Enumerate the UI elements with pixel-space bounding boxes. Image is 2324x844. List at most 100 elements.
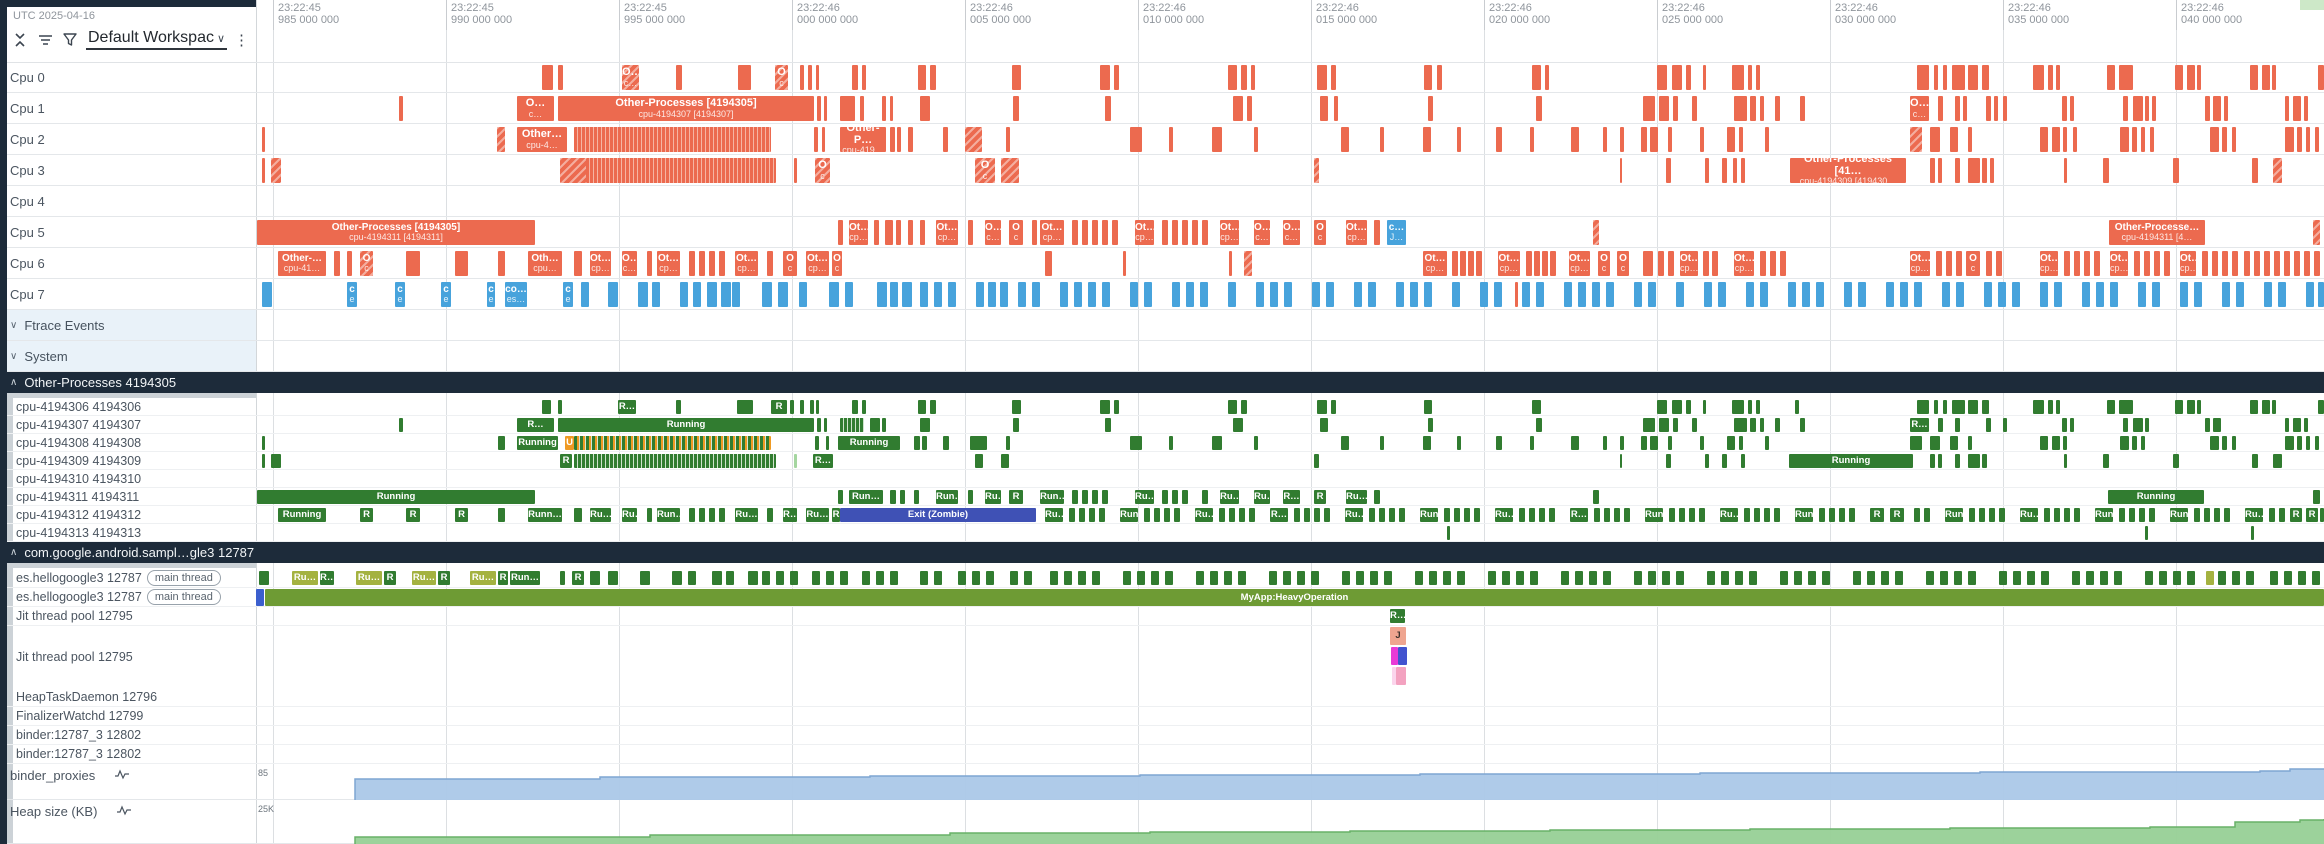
slice[interactable] bbox=[1326, 282, 1334, 307]
slice[interactable] bbox=[676, 65, 682, 90]
slice[interactable] bbox=[2054, 282, 2062, 307]
slice[interactable] bbox=[1620, 454, 1622, 468]
slice[interactable] bbox=[1251, 65, 1255, 90]
slice[interactable] bbox=[1914, 282, 1922, 307]
slice[interactable] bbox=[1795, 400, 1799, 414]
slice[interactable] bbox=[2154, 251, 2160, 276]
slice[interactable] bbox=[2269, 508, 2275, 522]
track-lane-cpu-4194313[interactable] bbox=[256, 524, 2324, 541]
slice[interactable] bbox=[2205, 96, 2210, 121]
slice[interactable] bbox=[608, 571, 618, 585]
slice[interactable] bbox=[1212, 436, 1222, 450]
slice[interactable] bbox=[1241, 400, 1247, 414]
slice[interactable] bbox=[845, 282, 853, 307]
slice[interactable] bbox=[1530, 571, 1538, 585]
slice[interactable] bbox=[2129, 508, 2135, 522]
slice[interactable] bbox=[2197, 65, 2201, 90]
slice[interactable] bbox=[1045, 251, 1052, 276]
slice[interactable] bbox=[262, 454, 265, 468]
slice-run-[interactable]: Run… bbox=[1945, 508, 1963, 522]
slice[interactable] bbox=[1536, 96, 1542, 121]
track-row-cpu-4194306[interactable]: cpu-4194306 4194306 R… R bbox=[0, 398, 2324, 416]
slice[interactable] bbox=[1006, 436, 1010, 450]
slice[interactable] bbox=[2262, 400, 2270, 414]
slice[interactable] bbox=[2314, 251, 2320, 276]
slice[interactable] bbox=[1154, 508, 1160, 522]
slice[interactable] bbox=[1233, 418, 1243, 432]
slice[interactable] bbox=[1968, 65, 1978, 90]
slice[interactable] bbox=[1112, 220, 1118, 245]
slice-ot-[interactable]: Ot…cp… bbox=[657, 251, 680, 276]
slice[interactable] bbox=[1539, 508, 1545, 522]
slice[interactable] bbox=[1844, 282, 1852, 307]
slice[interactable] bbox=[816, 400, 819, 414]
slice[interactable] bbox=[885, 220, 893, 245]
slice[interactable] bbox=[1488, 571, 1496, 585]
slice[interactable] bbox=[2048, 400, 2053, 414]
slice-o-[interactable]: O…c… bbox=[622, 251, 637, 276]
slice[interactable] bbox=[2194, 508, 2200, 522]
slice[interactable] bbox=[1707, 571, 1715, 585]
slice[interactable] bbox=[968, 490, 973, 504]
slice[interactable] bbox=[688, 571, 696, 585]
slice[interactable] bbox=[862, 571, 870, 585]
slice[interactable] bbox=[1604, 508, 1610, 522]
slice[interactable] bbox=[1452, 251, 1458, 276]
slice-r[interactable]: R bbox=[1009, 490, 1023, 504]
slice[interactable] bbox=[1172, 490, 1178, 504]
slice[interactable] bbox=[1721, 571, 1729, 585]
slice-ru-[interactable]: Ru… bbox=[622, 508, 637, 522]
slice[interactable] bbox=[2304, 96, 2308, 121]
slice[interactable] bbox=[334, 251, 340, 276]
slice[interactable] bbox=[815, 436, 819, 450]
track-row-heap-task-daemon[interactable]: HeapTaskDaemon 12796 bbox=[0, 688, 2324, 707]
slice[interactable] bbox=[1270, 282, 1278, 307]
track-row-cpu-4[interactable]: Cpu 4 bbox=[0, 186, 2324, 217]
slice-r[interactable]: R bbox=[384, 571, 396, 585]
slice[interactable] bbox=[1354, 282, 1362, 307]
slice[interactable] bbox=[1001, 454, 1009, 468]
slice-r[interactable]: R bbox=[832, 508, 840, 522]
slice[interactable] bbox=[776, 571, 784, 585]
slice[interactable] bbox=[767, 251, 773, 276]
track-row-cpu-6[interactable]: Cpu 6Other-…cpu-41…OcOth…cpu…Ot…cp…O…c…O… bbox=[0, 248, 2324, 279]
slice[interactable] bbox=[2278, 282, 2286, 307]
slice[interactable] bbox=[1643, 251, 1653, 276]
slice[interactable] bbox=[1955, 158, 1960, 183]
slice[interactable] bbox=[1979, 508, 1985, 522]
slice[interactable] bbox=[574, 127, 771, 152]
slice[interactable] bbox=[822, 127, 825, 152]
slice[interactable] bbox=[1946, 251, 1952, 276]
slice[interactable] bbox=[1672, 400, 1682, 414]
slice[interactable] bbox=[968, 220, 973, 245]
slice[interactable] bbox=[1202, 220, 1208, 245]
slice[interactable] bbox=[1881, 571, 1889, 585]
slice[interactable] bbox=[2250, 400, 2258, 414]
funnel-icon[interactable] bbox=[61, 31, 79, 49]
slice[interactable] bbox=[1317, 400, 1327, 414]
slice[interactable] bbox=[1102, 282, 1110, 307]
slice[interactable] bbox=[1072, 220, 1078, 245]
slice[interactable] bbox=[1900, 282, 1908, 307]
slice[interactable] bbox=[2063, 127, 2067, 152]
slice[interactable] bbox=[542, 65, 553, 90]
slice[interactable] bbox=[1648, 571, 1656, 585]
slice[interactable] bbox=[2272, 65, 2276, 90]
slice[interactable] bbox=[1092, 571, 1100, 585]
slice[interactable] bbox=[943, 127, 948, 152]
slice-c-[interactable]: c… J… bbox=[1387, 220, 1406, 245]
slice[interactable] bbox=[1297, 571, 1305, 585]
slice[interactable] bbox=[1668, 251, 1674, 276]
slice[interactable] bbox=[2133, 418, 2143, 432]
slice[interactable] bbox=[1428, 418, 1433, 432]
slice[interactable] bbox=[1424, 400, 1432, 414]
slice[interactable] bbox=[2232, 436, 2236, 450]
slice-ot-[interactable]: Ot…cp… bbox=[1346, 220, 1367, 245]
slice[interactable] bbox=[970, 436, 987, 450]
track-row-cpu-4194312[interactable]: cpu-4194312 4194312RunningRRRRunn…Ru…Ru…… bbox=[0, 506, 2324, 524]
track-lane-cpu-4194306[interactable]: R… R bbox=[256, 398, 2324, 415]
